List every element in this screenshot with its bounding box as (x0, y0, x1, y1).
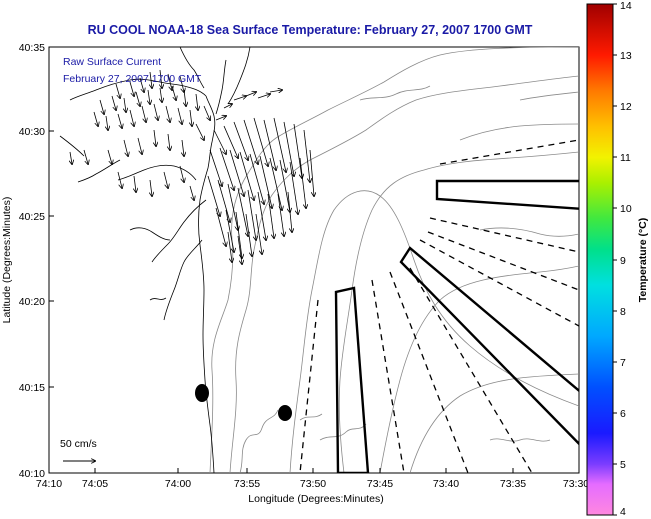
y-tick-label: 40:15 (19, 382, 45, 394)
colorbar-label: Temperature (°C) (637, 218, 649, 303)
survey-polygons (334, 179, 579, 473)
y-tick-label: 40:30 (19, 126, 45, 138)
y-ticks (49, 46, 54, 474)
x-tick-label: 73:50 (300, 478, 326, 490)
x-tick-label: 73:40 (433, 478, 459, 490)
x-ticks (48, 468, 580, 473)
colorbar-tick-label: 4 (620, 506, 626, 518)
colorbar-tick-label: 5 (620, 459, 626, 471)
bathymetry-contours (209, 47, 579, 473)
x-tick-label: 74:10 (36, 478, 62, 490)
scale-label: 50 cm/s (60, 438, 97, 450)
colorbar-tick-label: 8 (620, 306, 626, 318)
x-tick-label: 73:55 (234, 478, 260, 490)
colorbar-tick-label: 14 (620, 0, 632, 12)
colorbar (586, 3, 614, 516)
colorbar-tick-label: 11 (620, 152, 631, 164)
y-tick-label: 40:10 (19, 468, 45, 480)
plot-area (48, 46, 580, 474)
y-axis-label: Latitude (Degrees:Minutes) (1, 197, 13, 324)
x-tick-label: 73:45 (367, 478, 393, 490)
y-tick-label: 40:25 (19, 211, 45, 223)
colorbar-tick-label: 13 (620, 50, 632, 62)
colorbar-tick-label: 10 (620, 203, 632, 215)
colorbar-tick-label: 12 (620, 101, 632, 113)
surface-current-vectors (70, 69, 314, 264)
station-marker-1 (195, 384, 209, 402)
x-tick-label: 73:35 (500, 478, 526, 490)
colorbar-tick-label: 7 (620, 357, 626, 369)
y-tick-label: 40:20 (19, 296, 45, 308)
figure-title: RU COOL NOAA-18 Sea Surface Temperature:… (88, 23, 533, 37)
x-tick-label: 73:30 (563, 478, 589, 490)
x-tick-label: 74:05 (82, 478, 108, 490)
x-axis-label: Longitude (Degrees:Minutes) (248, 493, 383, 505)
y-tick-label: 40:35 (19, 42, 45, 54)
station-marker-2 (278, 405, 292, 421)
colorbar-tick-label: 9 (620, 255, 626, 267)
colorbar-tick-label: 6 (620, 408, 626, 420)
radar-range-lines (299, 139, 579, 473)
colorbar-ticks (613, 3, 617, 516)
legend-current-label: Raw Surface Current (63, 56, 161, 68)
x-tick-label: 74:00 (165, 478, 191, 490)
legend-current-time: February 27, 2007 1700 GMT (63, 73, 202, 85)
